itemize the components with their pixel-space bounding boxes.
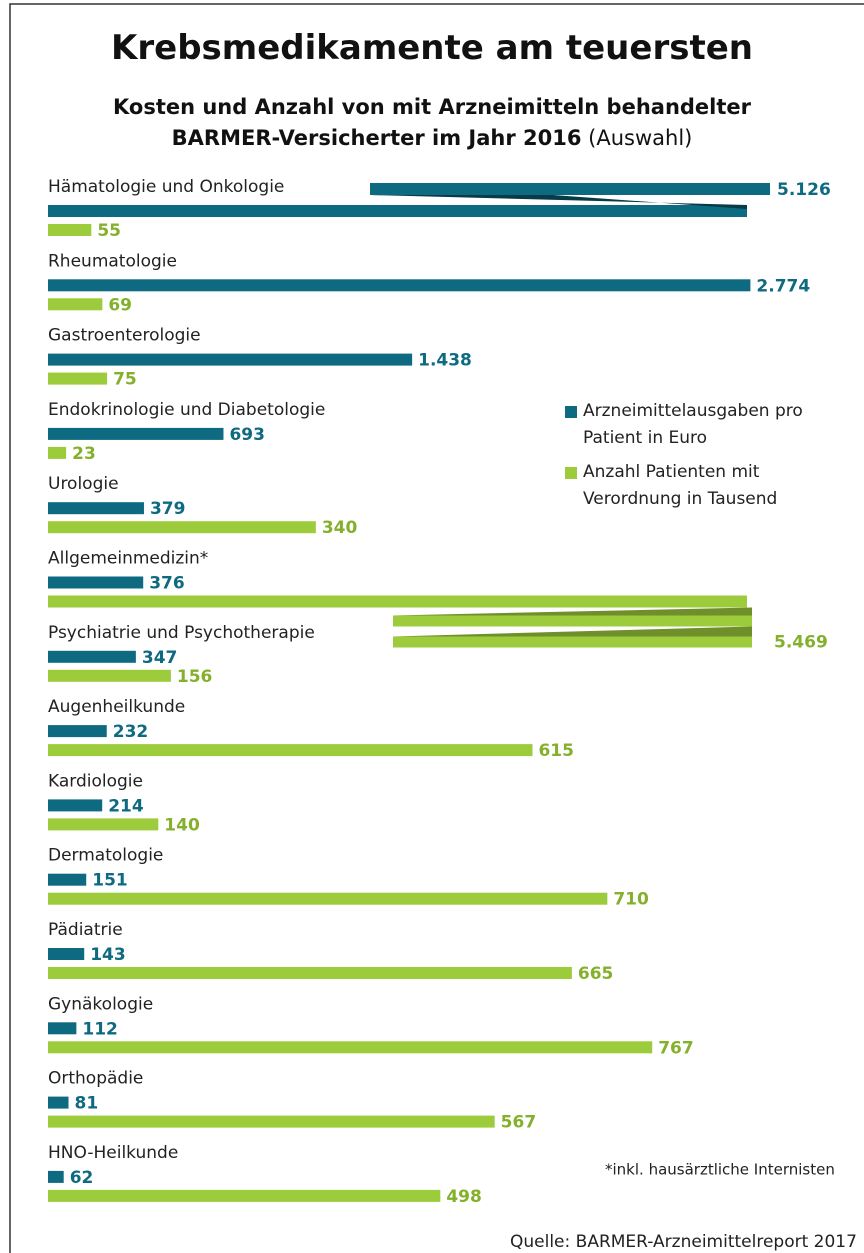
bar bbox=[370, 183, 770, 195]
bar bbox=[48, 298, 103, 311]
footnote: *inkl. hausärztliche Internisten bbox=[605, 1161, 835, 1179]
value-label: 232 bbox=[113, 722, 149, 742]
value-label: 1.438 bbox=[418, 351, 472, 371]
value-label: 112 bbox=[82, 1019, 118, 1039]
category-label: Endokrinologie und Diabetologie bbox=[48, 400, 325, 420]
bar bbox=[48, 224, 92, 236]
value-label: 2.774 bbox=[756, 276, 810, 296]
category-label: Pädiatrie bbox=[48, 920, 123, 940]
value-label: 156 bbox=[177, 667, 213, 687]
category-label: Urologie bbox=[48, 474, 119, 494]
subtitle-note: (Auswahl) bbox=[588, 126, 693, 150]
category-label: Orthopädie bbox=[48, 1069, 143, 1089]
chart-subtitle: Kosten und Anzahl von mit Arzneimitteln … bbox=[100, 92, 764, 154]
value-label: 151 bbox=[92, 871, 128, 891]
bar bbox=[48, 669, 171, 682]
bar bbox=[48, 427, 224, 440]
value-label: 340 bbox=[322, 518, 358, 538]
bar-break bbox=[393, 607, 752, 616]
value-label: 62 bbox=[70, 1168, 94, 1188]
value-label: 710 bbox=[613, 890, 649, 910]
bar bbox=[48, 818, 159, 831]
bar bbox=[48, 650, 136, 663]
bar bbox=[48, 873, 87, 886]
bar bbox=[48, 372, 108, 385]
category-label: Gynäkologie bbox=[48, 994, 153, 1014]
category-label: Allgemeinmedizin* bbox=[48, 549, 208, 569]
value-label: 665 bbox=[578, 964, 614, 984]
legend-swatch bbox=[565, 467, 577, 479]
bar bbox=[48, 1170, 64, 1183]
bar-break bbox=[393, 626, 752, 637]
source: Quelle: BARMER-Arzneimittelreport 2017 bbox=[510, 1232, 857, 1252]
value-label: 143 bbox=[90, 945, 126, 965]
bar bbox=[48, 595, 747, 608]
category-label: Hämatologie und Onkologie bbox=[48, 177, 284, 197]
bar bbox=[48, 799, 103, 812]
value-label: 214 bbox=[108, 796, 144, 816]
value-label: 376 bbox=[149, 574, 185, 594]
value-label: 767 bbox=[658, 1038, 694, 1058]
legend-label: Anzahl Patienten mit Verordnung in Tause… bbox=[583, 462, 778, 509]
chart-title: Krebsmedikamente am teuersten bbox=[111, 28, 753, 68]
value-label: 379 bbox=[150, 499, 186, 519]
value-label: 498 bbox=[446, 1187, 482, 1207]
value-label: 567 bbox=[501, 1113, 537, 1133]
bar bbox=[48, 1041, 653, 1054]
value-label: 81 bbox=[75, 1094, 99, 1114]
bar bbox=[48, 446, 67, 459]
category-label: Rheumatologie bbox=[48, 251, 177, 271]
frame bbox=[9, 3, 864, 1253]
legend-swatch bbox=[565, 406, 577, 418]
category-label: Kardiologie bbox=[48, 771, 143, 791]
category-label: Dermatologie bbox=[48, 846, 163, 866]
value-label: 5.469 bbox=[774, 633, 828, 653]
bar bbox=[48, 353, 413, 366]
value-label: 615 bbox=[538, 741, 574, 761]
value-label: 55 bbox=[97, 221, 121, 241]
value-label: 69 bbox=[108, 295, 132, 315]
category-label: Gastroenterologie bbox=[48, 326, 201, 346]
legend-label: Arzneimittelausgaben pro Patient in Euro bbox=[583, 401, 803, 448]
subtitle-main: Kosten und Anzahl von mit Arzneimitteln … bbox=[112, 95, 752, 150]
bar bbox=[48, 1022, 77, 1035]
bar bbox=[48, 892, 608, 905]
bar bbox=[48, 502, 144, 515]
bar-break bbox=[370, 195, 747, 209]
bar bbox=[48, 1189, 441, 1202]
category-label: HNO-Heilkunde bbox=[48, 1143, 178, 1163]
value-label: 347 bbox=[142, 648, 178, 668]
bar bbox=[48, 744, 533, 757]
category-label: Augenheilkunde bbox=[48, 697, 185, 717]
bar bbox=[48, 576, 144, 589]
value-label: 5.126 bbox=[777, 180, 831, 200]
bar bbox=[48, 948, 85, 960]
bar bbox=[48, 1096, 69, 1109]
bar bbox=[393, 615, 752, 627]
bar bbox=[48, 725, 107, 738]
bar bbox=[48, 205, 747, 217]
category-label: Psychiatrie und Psychotherapie bbox=[48, 623, 315, 643]
bar bbox=[48, 1115, 495, 1128]
value-label: 140 bbox=[164, 815, 200, 835]
value-label: 693 bbox=[229, 425, 264, 445]
value-label: 23 bbox=[72, 444, 96, 464]
bar bbox=[48, 967, 572, 979]
bar bbox=[393, 636, 752, 648]
value-label: 75 bbox=[113, 370, 137, 390]
bar bbox=[48, 279, 751, 292]
bar bbox=[48, 521, 316, 534]
